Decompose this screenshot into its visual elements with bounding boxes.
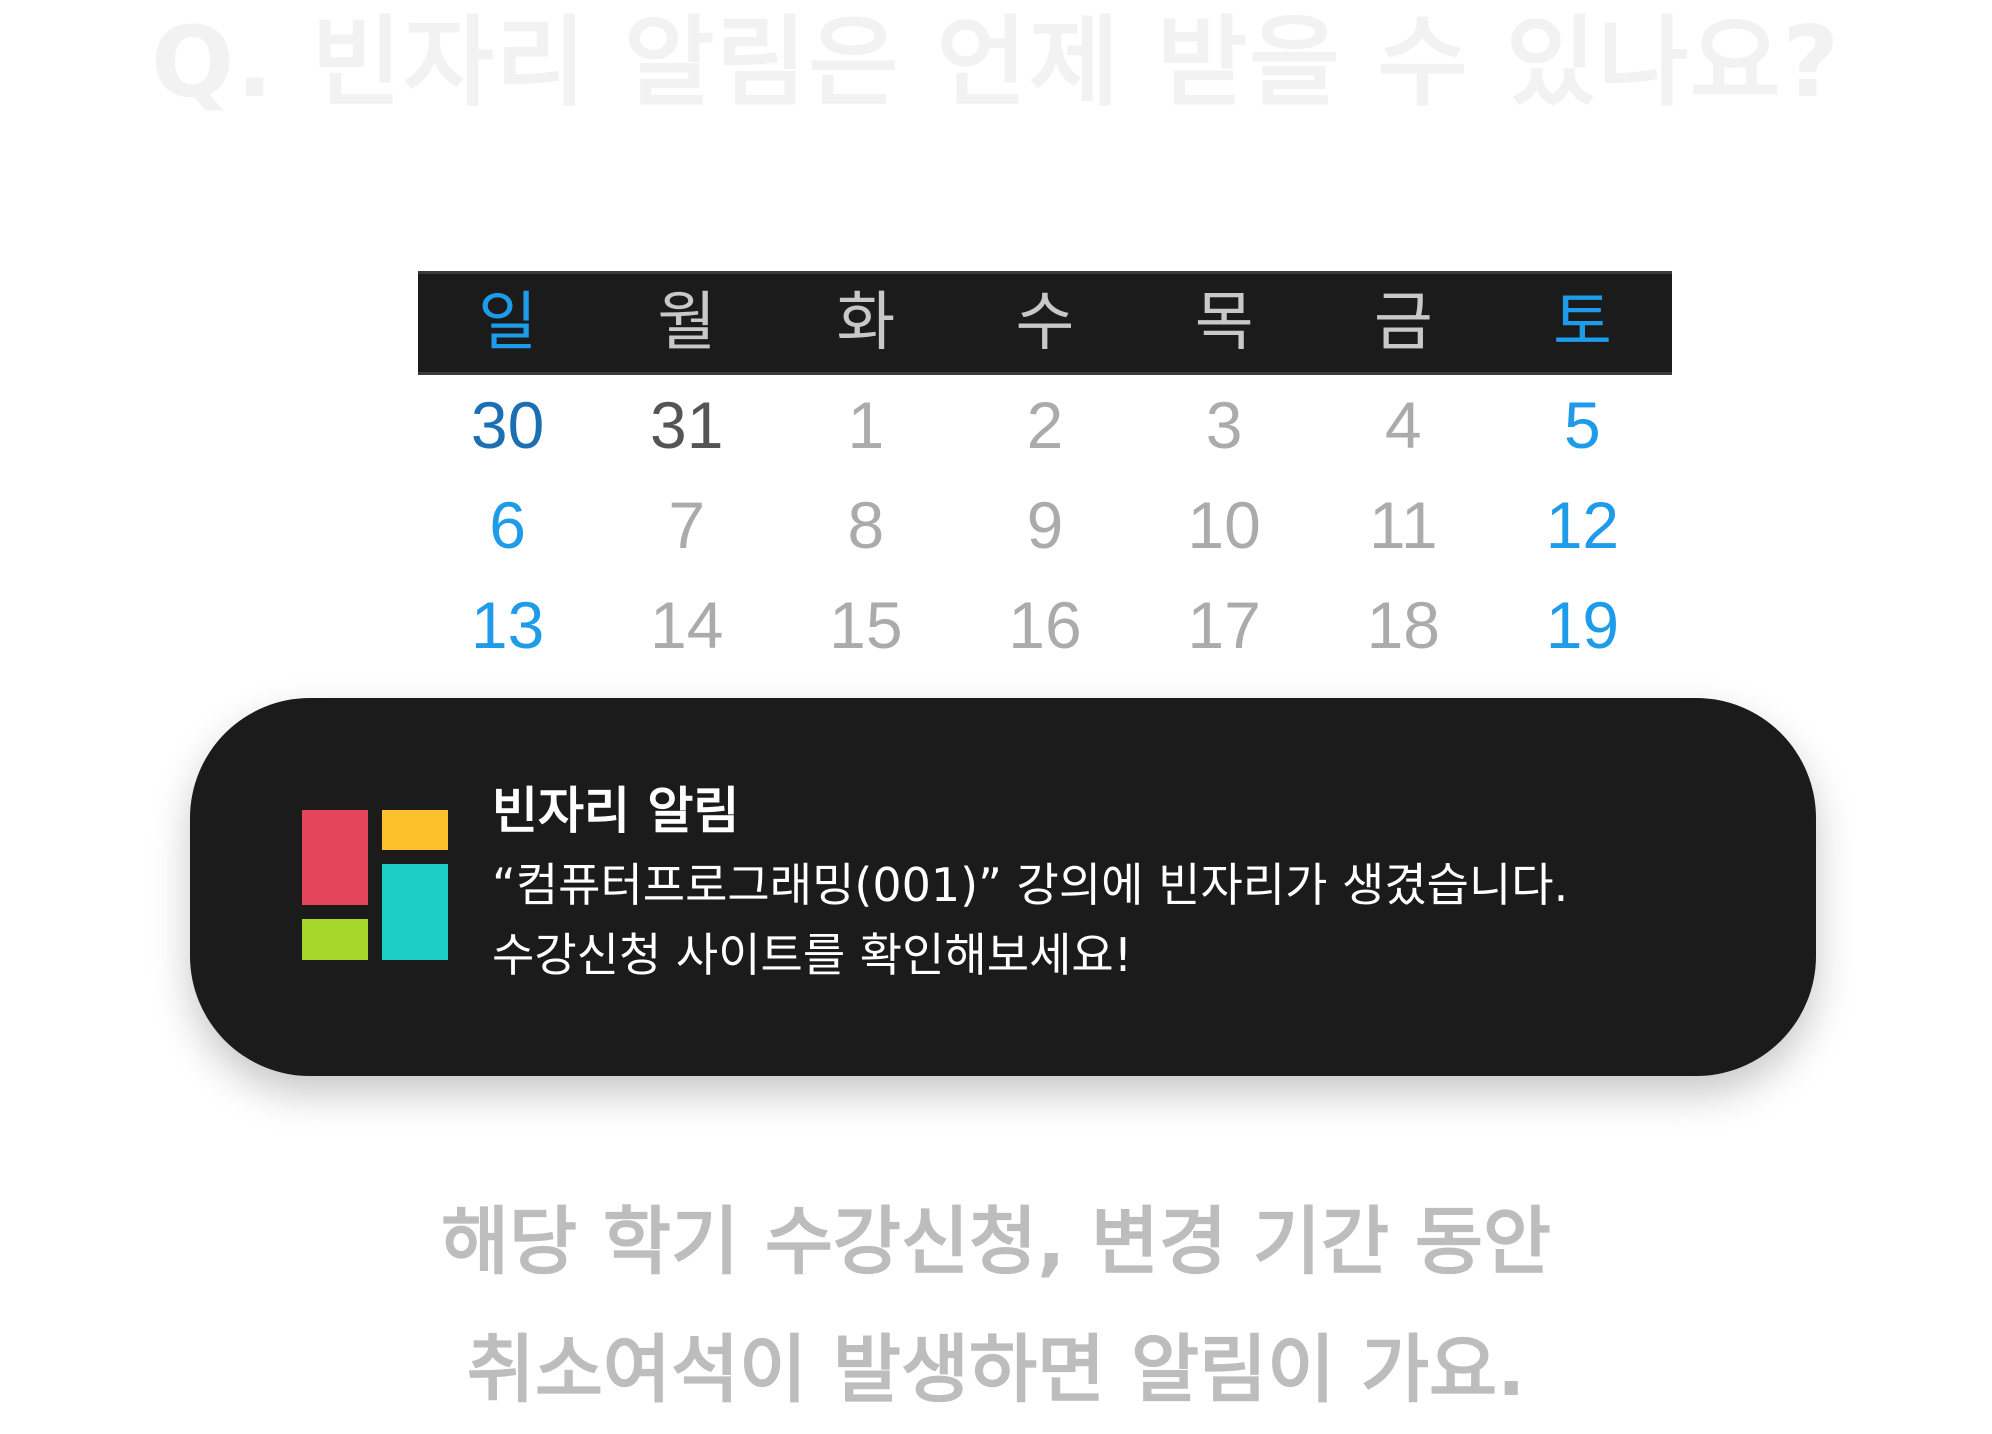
calendar-day: 14 [650, 588, 724, 662]
calendar-day: 2 [1026, 388, 1064, 462]
calendar-day: 6 [489, 488, 526, 562]
weekday-monday: 월 [657, 286, 717, 360]
logo-yellow-block [382, 810, 448, 850]
weekday-tuesday: 화 [836, 286, 896, 360]
calendar-day: 12 [1545, 488, 1620, 562]
description-text: 해당 학기 수강신청, 변경 기간 동안 취소여석이 발생하면 알림이 가요. [0, 1178, 1992, 1434]
app-logo-icon [302, 810, 448, 960]
calendar-day: 10 [1187, 488, 1261, 562]
calendar-day: 5 [1564, 388, 1601, 462]
calendar-day: 19 [1545, 588, 1620, 662]
calendar-day: 15 [829, 588, 903, 662]
weekday-saturday: 토 [1552, 286, 1612, 360]
logo-teal-block [382, 864, 448, 960]
vacancy-notification-banner[interactable]: 빈자리 알림 “컴퓨터프로그래밍(001)” 강의에 빈자리가 생겼습니다. 수… [190, 698, 1816, 1076]
calendar-day: 1 [847, 388, 885, 462]
question-heading: Q. 빈자리 알림은 언제 받을 수 있나요? [150, 6, 1842, 120]
weekday-friday: 금 [1373, 286, 1433, 360]
calendar-week-row: 13 14 15 16 17 18 19 [418, 575, 1672, 675]
calendar-day: 13 [470, 588, 545, 662]
calendar-day: 17 [1187, 588, 1261, 662]
logo-green-block [302, 919, 368, 960]
weekday-thursday: 목 [1194, 286, 1254, 360]
calendar: 일 월 화 수 목 금 토 30 31 1 2 3 4 5 6 7 8 9 10… [418, 271, 1672, 675]
weekday-wednesday: 수 [1015, 286, 1075, 360]
calendar-day: 7 [668, 488, 706, 562]
calendar-day: 9 [1026, 488, 1064, 562]
calendar-week-row: 6 7 8 9 10 11 12 [418, 475, 1672, 575]
calendar-day: 18 [1366, 588, 1440, 662]
calendar-day: 4 [1384, 388, 1422, 462]
notification-content: 빈자리 알림 “컴퓨터프로그래밍(001)” 강의에 빈자리가 생겼습니다. 수… [492, 778, 1752, 990]
description-line1: 해당 학기 수강신청, 변경 기간 동안 [440, 1199, 1552, 1285]
calendar-day: 3 [1205, 388, 1243, 462]
weekday-sunday: 일 [478, 286, 538, 360]
calendar-weekday-header: 일 월 화 수 목 금 토 [418, 271, 1672, 375]
notification-body: “컴퓨터프로그래밍(001)” 강의에 빈자리가 생겼습니다. 수강신청 사이트… [492, 850, 1752, 990]
notification-body-line2: 수강신청 사이트를 확인해보세요! [492, 928, 1133, 982]
notification-title: 빈자리 알림 [492, 782, 740, 840]
logo-red-block [302, 810, 368, 905]
notification-body-line1: “컴퓨터프로그래밍(001)” 강의에 빈자리가 생겼습니다. [492, 858, 1569, 912]
calendar-day: 16 [1008, 588, 1082, 662]
calendar-day: 11 [1369, 488, 1438, 562]
calendar-day: 31 [650, 388, 724, 462]
calendar-week-row: 30 31 1 2 3 4 5 [418, 375, 1672, 475]
description-line2: 취소여석이 발생하면 알림이 가요. [466, 1327, 1526, 1413]
calendar-day: 8 [847, 488, 885, 562]
calendar-day: 30 [470, 388, 545, 462]
